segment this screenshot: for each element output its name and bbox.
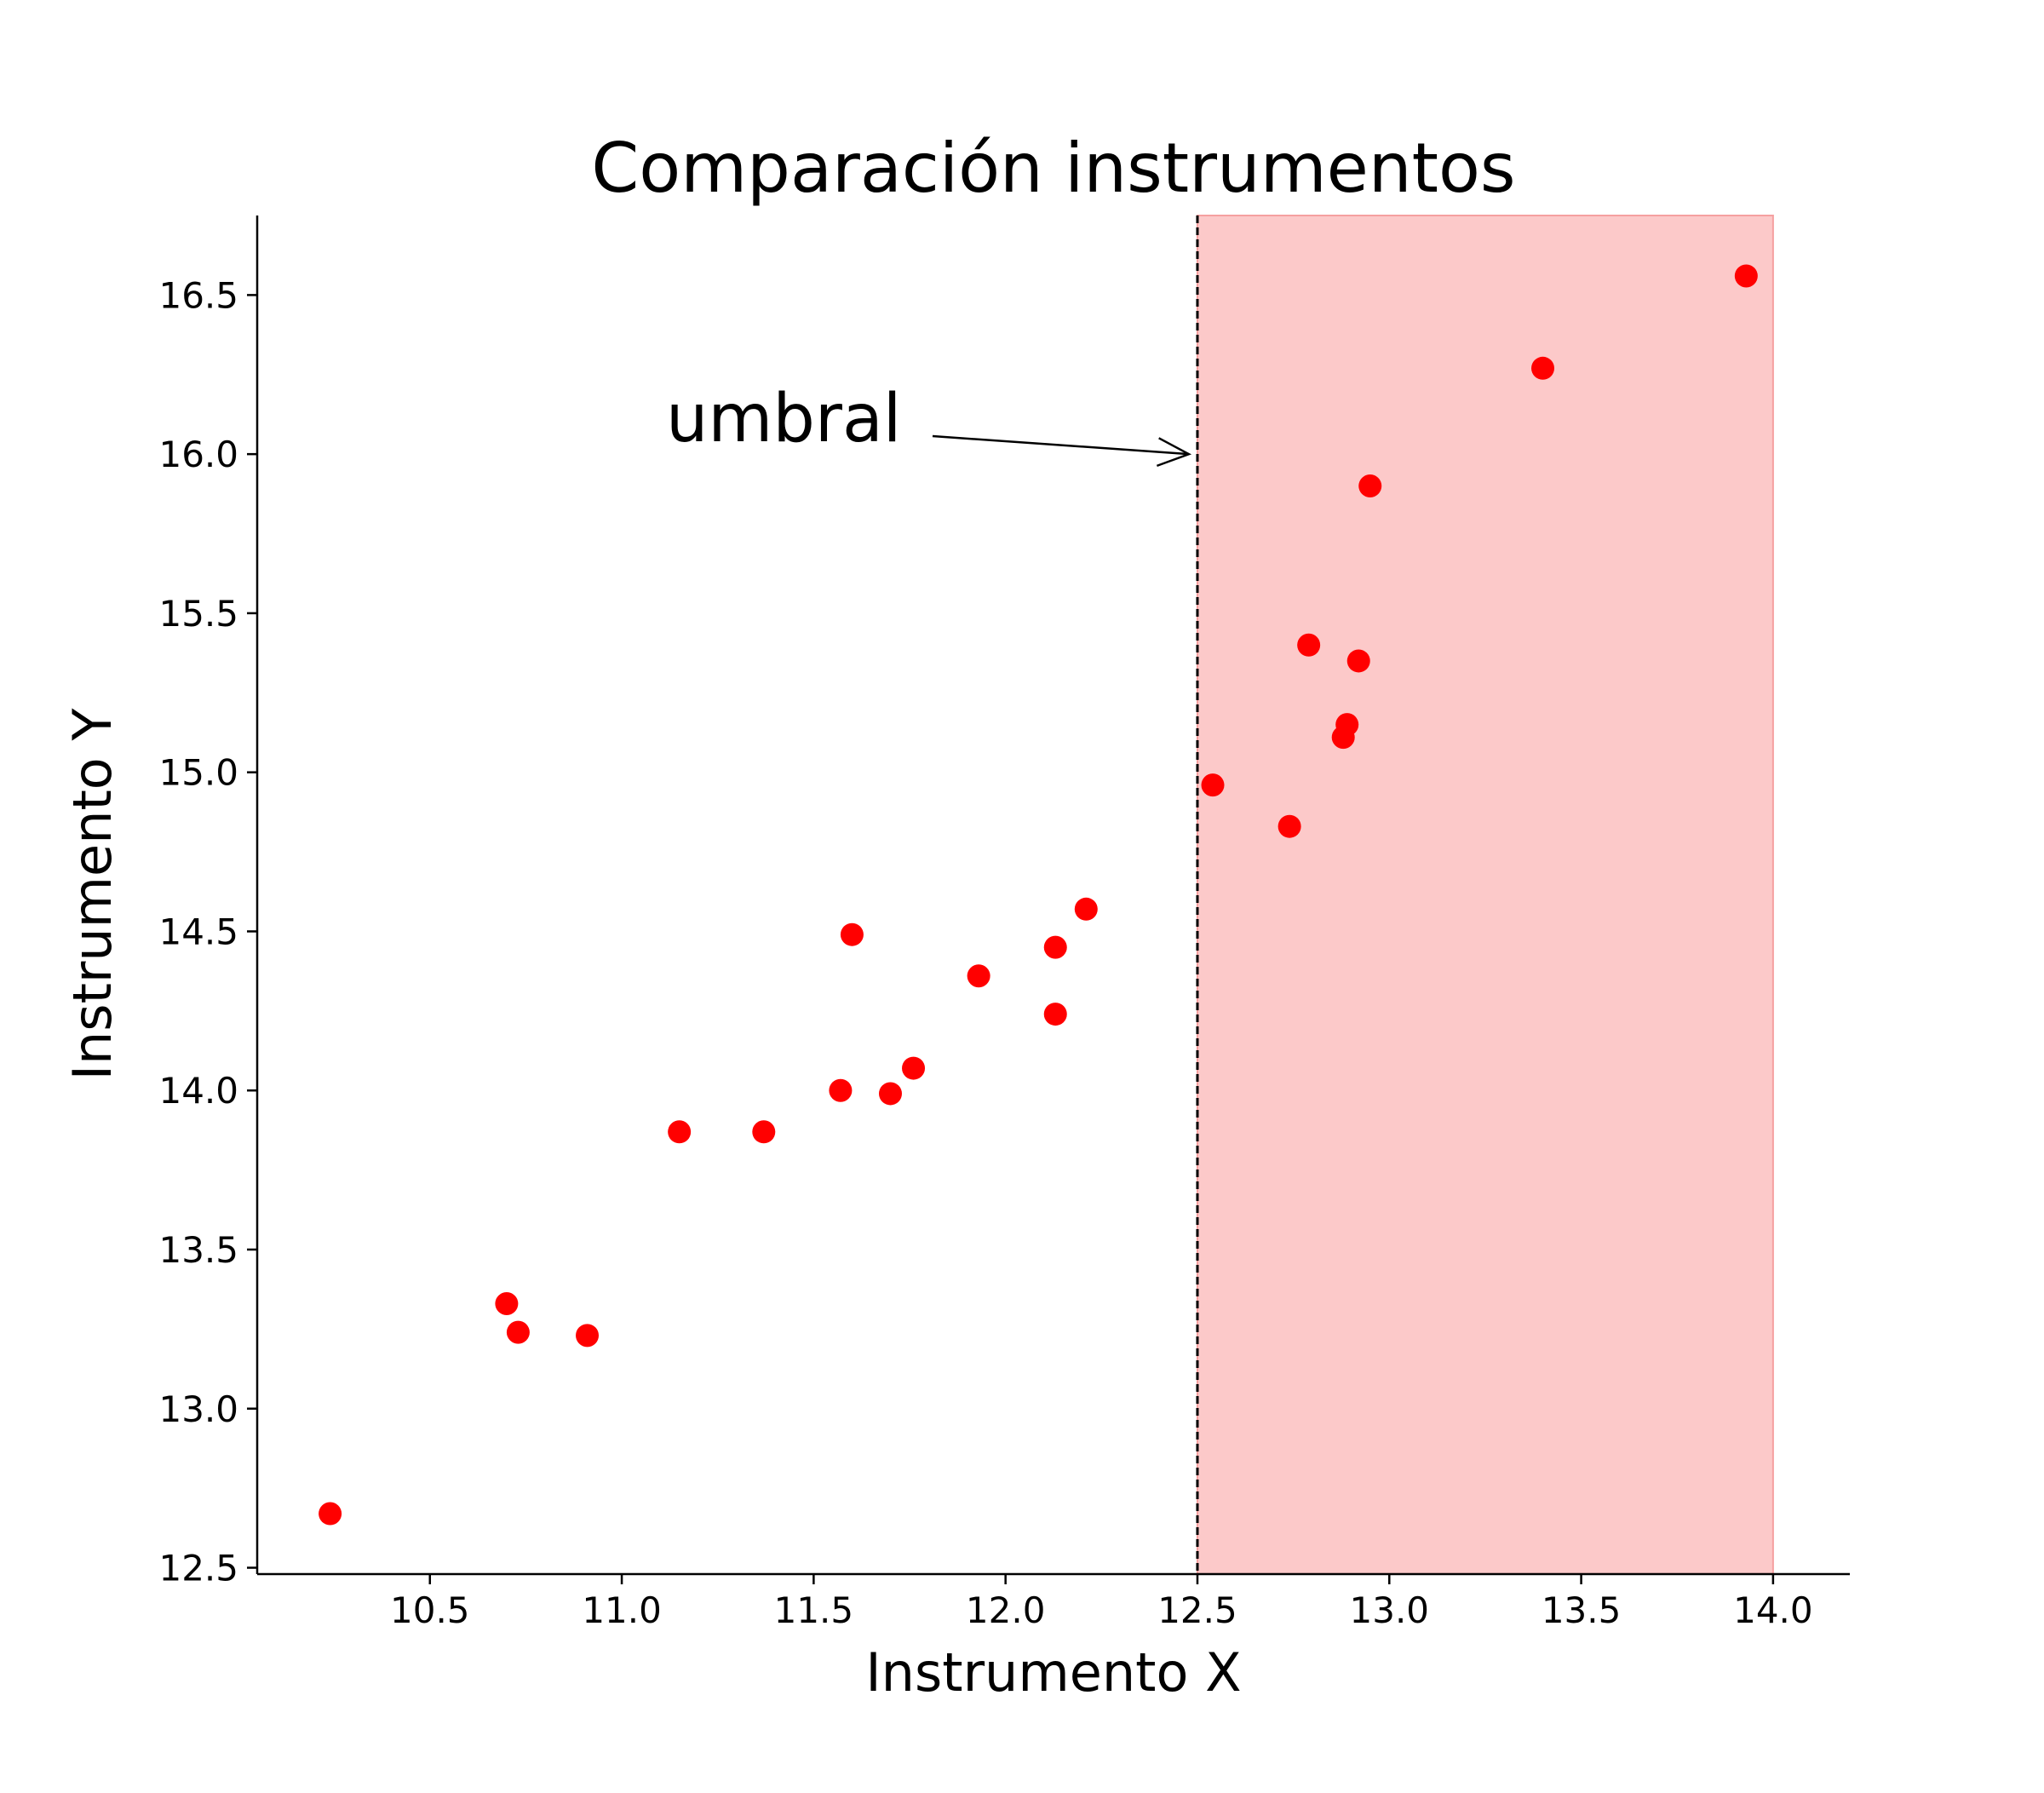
annotation-arrow-head — [1156, 437, 1192, 468]
chart-title: Comparación instrumentos — [591, 129, 1515, 208]
data-point — [967, 964, 990, 988]
x-tick-label: 11.0 — [582, 1589, 662, 1631]
data-point — [1734, 264, 1758, 288]
x-tick-label: 13.0 — [1350, 1589, 1430, 1631]
y-tick-label: 14.5 — [158, 911, 238, 952]
shaded-region-layer — [1196, 215, 1774, 1575]
y-tick-label: 15.5 — [158, 593, 238, 635]
data-point — [902, 1056, 926, 1080]
data-point — [1043, 1003, 1067, 1026]
data-point — [829, 1078, 853, 1102]
data-point — [1043, 935, 1067, 959]
data-point — [1201, 773, 1225, 797]
x-tick-label: 13.5 — [1542, 1589, 1622, 1631]
x-axis-label: Instrumento X — [865, 1641, 1241, 1704]
y-tick-label: 13.0 — [158, 1388, 238, 1430]
data-point — [1278, 814, 1301, 838]
y-tick-label: 16.5 — [158, 274, 238, 316]
points-layer — [319, 264, 1758, 1526]
data-point — [1074, 897, 1098, 921]
x-ticks: 10.5 11.0 11.5 12.0 12.5 13.0 13.5 14.0 — [390, 1574, 1813, 1631]
data-point — [576, 1324, 600, 1348]
data-point — [1335, 713, 1359, 737]
data-point — [1358, 474, 1382, 498]
x-tick-label: 12.0 — [966, 1589, 1046, 1631]
y-tick-label: 12.5 — [158, 1548, 238, 1589]
data-point — [1346, 649, 1370, 673]
x-tick-label: 11.5 — [774, 1589, 854, 1631]
x-tick-label: 10.5 — [390, 1589, 470, 1631]
x-tick-label: 14.0 — [1733, 1589, 1813, 1631]
data-point — [1297, 633, 1321, 657]
data-point — [840, 922, 864, 946]
y-tick-label: 16.0 — [158, 434, 238, 475]
annotation-label: umbral — [666, 381, 901, 457]
shaded-region — [1196, 215, 1774, 1575]
x-tick-label: 12.5 — [1157, 1589, 1237, 1631]
data-point — [878, 1082, 902, 1106]
data-point — [752, 1120, 776, 1144]
y-ticks: 12.5 13.0 13.5 14.0 14.5 15.0 15.5 16.0 16.5 — [158, 274, 257, 1589]
data-point — [668, 1120, 692, 1144]
data-point — [319, 1502, 342, 1526]
data-point — [1531, 356, 1555, 380]
annotation-arrow-line — [932, 434, 1190, 456]
annotation-layer: umbral — [666, 381, 1192, 468]
axes-layer — [256, 216, 1850, 1576]
y-tick-label: 15.0 — [158, 752, 238, 794]
y-tick-label: 14.0 — [158, 1070, 238, 1112]
y-tick-label: 13.5 — [158, 1229, 238, 1271]
data-point — [495, 1291, 519, 1315]
y-axis-label: Instrumento Y — [61, 709, 123, 1081]
data-point — [506, 1320, 530, 1344]
